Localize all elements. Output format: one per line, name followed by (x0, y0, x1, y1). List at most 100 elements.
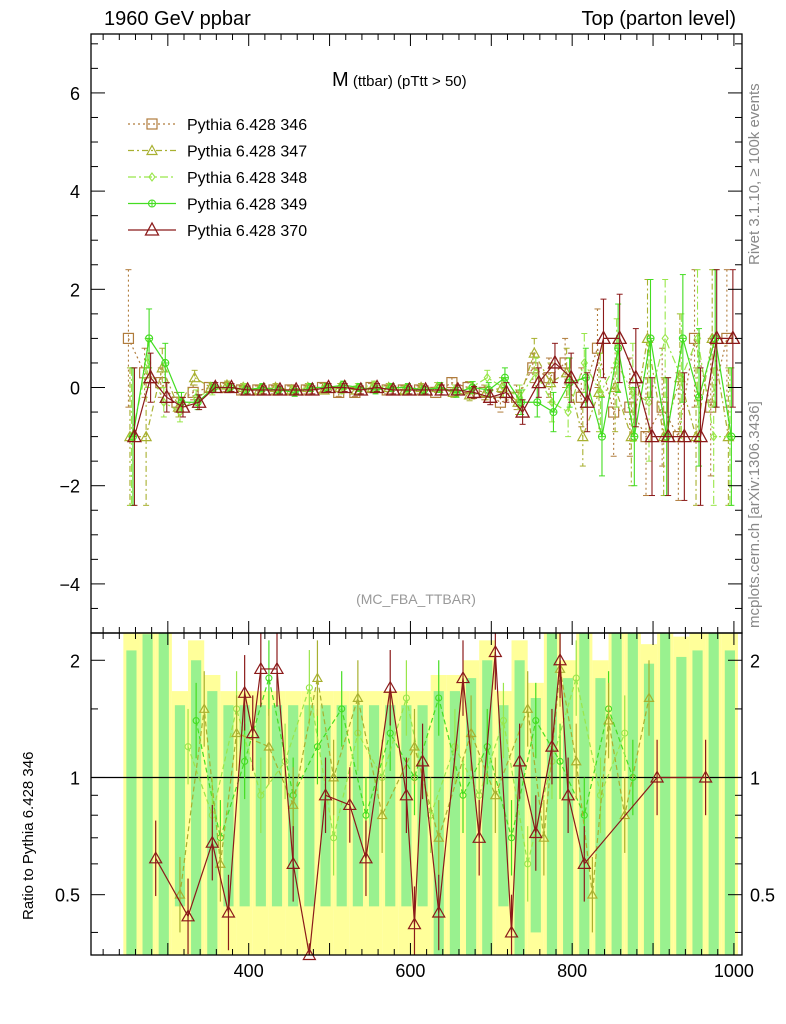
ratio-marker (311, 672, 323, 683)
data-marker-diamond (596, 387, 605, 398)
data-marker-triangle (482, 388, 498, 403)
ratio-band-green (271, 705, 283, 907)
ratio-marker (475, 791, 483, 799)
data-marker-triangle (401, 381, 417, 396)
ratio-marker (263, 740, 275, 751)
ratio-marker (257, 791, 265, 799)
x-tick-label: 1000 (714, 961, 754, 981)
data-marker-triangle (145, 144, 159, 156)
ratio-marker (572, 674, 580, 682)
legend-label: Pythia 6.428 348 (187, 170, 307, 187)
data-marker-triangle (498, 384, 515, 399)
data-marker-triangle (159, 388, 175, 403)
ratio-marker (472, 830, 487, 843)
main-panel: M (ttbar) (pTtt > 50) (MC_FBA_TTBAR) Pythi… (122, 69, 741, 607)
ratio-marker (435, 694, 443, 702)
ratio-marker (408, 740, 421, 751)
data-marker-triangle (660, 428, 676, 443)
ratio-marker (619, 809, 631, 820)
data-marker-triangle (595, 330, 612, 345)
data-marker-triangle (612, 330, 628, 345)
y-tick-label: 0 (70, 379, 80, 399)
data-marker-diamond (661, 333, 669, 344)
ratio-marker (352, 692, 364, 702)
y-tick-label: 2 (70, 280, 80, 300)
data-marker-triangle (563, 369, 579, 384)
data-marker-diamond (532, 367, 540, 378)
ratio-marker (415, 754, 430, 767)
data-marker-triangle (676, 428, 692, 443)
data-marker-triangle (369, 379, 385, 394)
data-marker-triangle (140, 430, 153, 442)
ratio-marker (512, 754, 527, 767)
ratio-marker (221, 905, 236, 918)
y-tick-label: −2 (59, 477, 80, 497)
ratio-frame (90, 632, 743, 956)
ratio-band-green (482, 660, 493, 955)
data-marker-triangle (417, 381, 434, 396)
ratio-marker (399, 788, 414, 801)
ratio-marker (580, 811, 588, 819)
ratio-marker (459, 791, 467, 799)
ratio-band-green (385, 705, 396, 907)
ratio-marker (338, 705, 346, 713)
ratio-band-green (352, 705, 363, 907)
ratio-band-green (676, 656, 687, 955)
x-tick-label: 600 (395, 961, 425, 981)
ratio-band-green (692, 650, 703, 955)
ratio-marker (499, 717, 507, 725)
data-marker-triangle (547, 354, 563, 369)
ratio-marker (241, 757, 249, 765)
data-marker-triangle (579, 393, 595, 408)
data-marker-triangle (191, 393, 207, 408)
y-tick-label: 6 (70, 84, 80, 104)
ratio-band-green (336, 705, 347, 907)
data-marker-triangle (692, 428, 709, 443)
x-tick-label: 400 (234, 961, 264, 981)
ratio-marker (269, 661, 285, 675)
ratio-marker (504, 925, 519, 938)
data-marker-diamond (148, 172, 156, 182)
ratio-marker (376, 809, 388, 820)
data-marker-triangle (126, 428, 143, 443)
data-marker-triangle (466, 384, 482, 399)
data-marker-triangle (725, 330, 741, 345)
header-right-label: Top (parton level) (581, 8, 736, 30)
ratio-marker (362, 811, 370, 819)
ratio-marker (507, 834, 516, 842)
ratio-marker (245, 725, 260, 739)
ratio-marker (524, 860, 532, 868)
ratio-band-green (643, 663, 655, 955)
ratio-marker (313, 743, 321, 751)
ratio-marker (184, 743, 192, 751)
ratio-marker (407, 916, 422, 930)
data-marker-triangle (272, 381, 288, 396)
ratio-marker (198, 703, 210, 713)
ratio-band-green (304, 705, 315, 907)
ratio-marker (148, 851, 163, 864)
ratio-band-green (223, 705, 234, 907)
ratio-band-green (466, 678, 477, 955)
ratio-marker (522, 703, 534, 713)
ratio-band-green (417, 705, 428, 907)
data-marker-triangle (463, 388, 476, 400)
data-marker-triangle (515, 403, 531, 418)
ratio-marker (650, 770, 665, 783)
ratio-marker (330, 834, 338, 842)
ratio-band-green (142, 634, 153, 955)
chart-title: M (ttbar) (pTtt > 50) (332, 69, 467, 91)
data-marker-square (146, 118, 158, 130)
ratio-y-tick-label: 1 (70, 768, 80, 788)
data-marker-triangle (320, 379, 337, 394)
data-marker-triangle (709, 330, 725, 345)
data-marker-triangle (528, 346, 541, 358)
ratio-marker (455, 670, 471, 684)
ratio-y-tick-label: 1 (750, 768, 760, 788)
data-marker-triangle (576, 430, 589, 442)
ratio-band-green (660, 633, 671, 955)
ratio-marker (287, 799, 299, 809)
ratio-marker (231, 727, 243, 738)
ratio-band-green (708, 633, 719, 955)
data-marker-diamond (645, 397, 653, 408)
